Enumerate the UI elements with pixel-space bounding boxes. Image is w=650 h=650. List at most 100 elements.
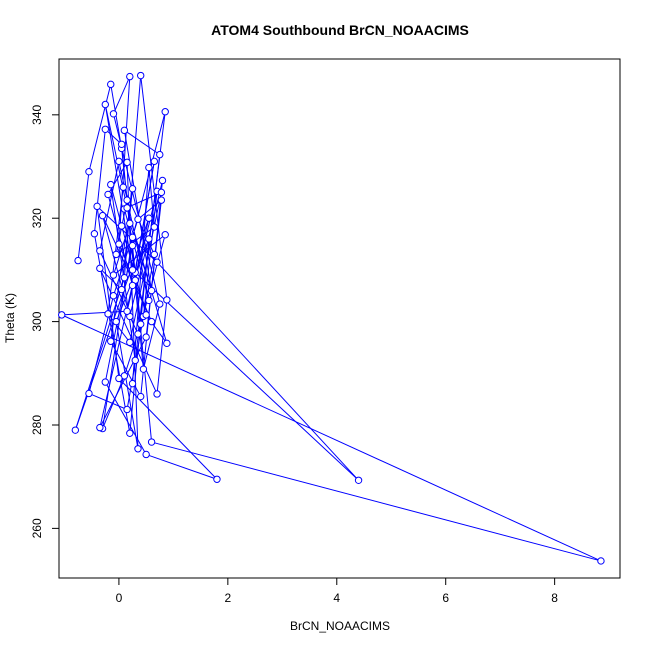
data-point	[115, 374, 123, 383]
series-line-segment	[99, 272, 136, 428]
data-point	[131, 356, 139, 365]
data-point	[85, 389, 93, 398]
data-point	[157, 196, 166, 204]
series-line-segment	[113, 76, 131, 114]
series-line-segment	[96, 206, 120, 379]
series-line-segment	[93, 129, 106, 234]
x-axis-label: BrCN_NOAACIMS	[290, 619, 390, 633]
series-line-segment	[88, 392, 128, 410]
data-point	[123, 158, 131, 167]
y-tick-label: 340	[30, 104, 44, 124]
data-point	[145, 296, 153, 305]
data-point	[158, 176, 167, 185]
data-point	[109, 271, 118, 279]
series-line-segment	[113, 234, 166, 276]
series-line-segment	[115, 321, 139, 449]
series-line-segment	[151, 441, 602, 562]
series-line-segment	[156, 299, 168, 395]
data-point	[142, 450, 150, 459]
data-point	[128, 266, 137, 274]
series-line-segment	[104, 104, 134, 270]
series-line-segment	[61, 310, 128, 316]
series-line-segment	[88, 84, 112, 172]
series-line-segment	[104, 381, 147, 455]
data-point	[142, 333, 150, 341]
data-point	[163, 339, 171, 348]
y-axis-label: Theta (K)	[3, 293, 17, 343]
data-point	[147, 438, 156, 446]
data-point	[104, 310, 112, 318]
data-point	[145, 235, 153, 243]
data-point	[134, 215, 142, 223]
x-axis: 0 2 4 6 8	[116, 577, 558, 605]
data-point	[153, 258, 161, 266]
data-point	[128, 379, 137, 388]
series-line-segment	[118, 378, 218, 480]
data-point	[145, 214, 153, 222]
data-point	[96, 264, 104, 273]
data-point	[107, 337, 115, 345]
data-point	[126, 72, 134, 81]
data-point	[150, 157, 159, 166]
series-line-segment	[74, 277, 125, 431]
data-point	[163, 296, 171, 304]
series-line-segment	[115, 226, 155, 255]
data-point	[134, 445, 142, 453]
data-point	[109, 292, 118, 300]
x-tick-label: 8	[551, 591, 558, 605]
data-point	[112, 317, 120, 326]
series-line-segment	[129, 180, 163, 317]
data-point	[104, 190, 112, 199]
series-line-segment	[110, 184, 123, 227]
x-tick-label: 2	[225, 591, 232, 605]
series-line-segment	[132, 269, 359, 481]
points-group	[58, 71, 605, 565]
series-line-segment	[61, 314, 602, 562]
series-line-segment	[123, 130, 153, 291]
x-tick-label: 4	[333, 591, 340, 605]
x-tick-label: 6	[442, 591, 449, 605]
x-tick-label: 0	[116, 591, 123, 605]
data-point	[85, 167, 93, 176]
series-line-segment	[140, 234, 166, 325]
y-axis: 260 280 300 320 340	[30, 104, 60, 538]
data-point	[120, 273, 129, 282]
data-point	[123, 405, 131, 414]
series-line-segment	[110, 184, 136, 361]
data-point	[96, 423, 104, 432]
data-point	[153, 390, 161, 398]
data-point	[117, 222, 126, 230]
data-point	[96, 247, 104, 255]
data-point	[157, 188, 166, 197]
data-point	[101, 125, 109, 134]
series-line-segment	[124, 129, 161, 156]
data-point	[136, 71, 145, 80]
data-point	[139, 365, 148, 373]
data-point	[115, 157, 123, 166]
data-point	[145, 163, 153, 172]
data-point	[101, 100, 109, 109]
data-point	[117, 140, 126, 148]
data-point	[128, 241, 137, 250]
series-line-segment	[140, 75, 168, 300]
series-line-segment	[99, 267, 122, 290]
series-line-segment	[142, 303, 161, 370]
data-point	[107, 180, 115, 189]
data-point	[90, 230, 99, 238]
series-line-segment	[104, 245, 134, 383]
series-line-segment	[132, 167, 150, 384]
data-point	[98, 211, 107, 220]
data-point	[115, 240, 123, 248]
data-point	[101, 378, 109, 386]
data-point	[123, 204, 131, 212]
data-point	[107, 80, 115, 89]
series-line-segment	[156, 261, 359, 481]
series-line-segment	[148, 167, 155, 228]
data-point	[126, 219, 134, 228]
data-point	[136, 392, 145, 401]
data-point	[120, 126, 129, 135]
y-tick-label: 280	[30, 415, 44, 435]
chart-title: ATOM4 Southbound BrCN_NOAACIMS	[211, 22, 469, 38]
